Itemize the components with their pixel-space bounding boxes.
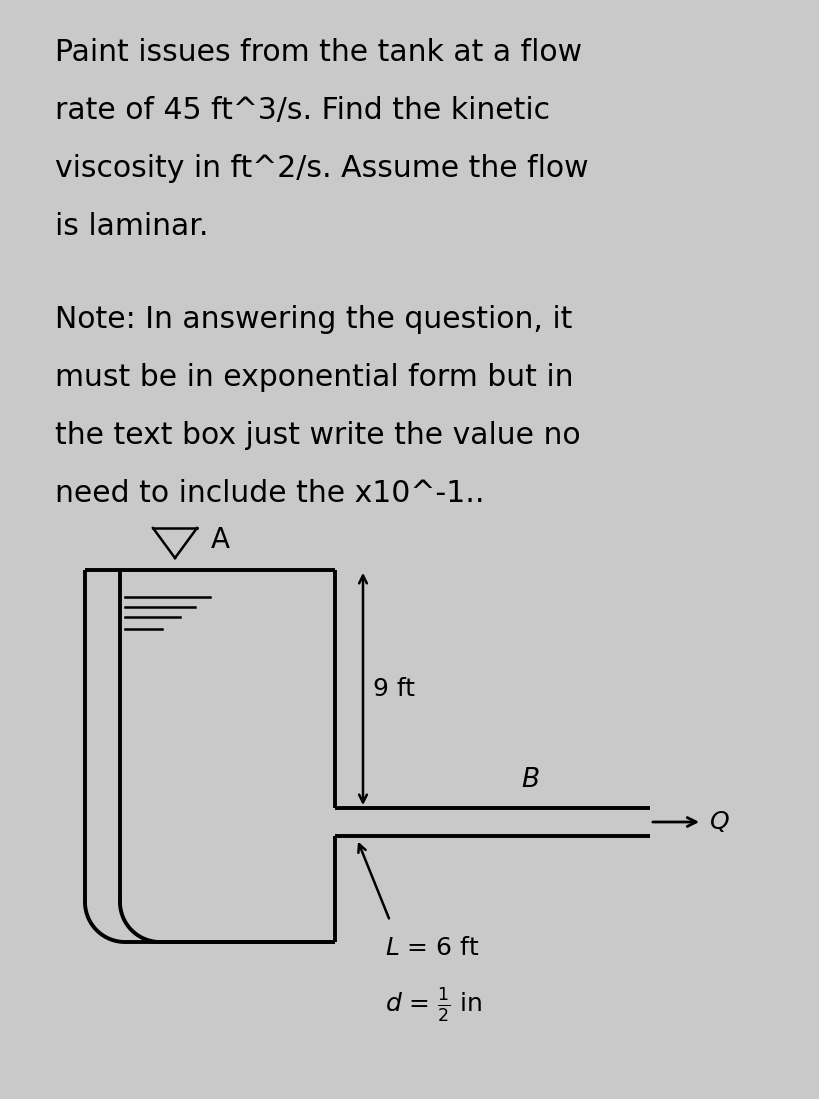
- Text: Note: In answering the question, it: Note: In answering the question, it: [55, 306, 572, 334]
- Text: Q: Q: [709, 810, 729, 834]
- Text: $L$ = 6 ft: $L$ = 6 ft: [385, 936, 479, 961]
- Text: 9 ft: 9 ft: [373, 677, 414, 701]
- Text: B: B: [520, 767, 538, 793]
- Text: viscosity in ft^2/s. Assume the flow: viscosity in ft^2/s. Assume the flow: [55, 154, 588, 184]
- Text: rate of 45 ft^3/s. Find the kinetic: rate of 45 ft^3/s. Find the kinetic: [55, 96, 550, 125]
- Text: the text box just write the value no: the text box just write the value no: [55, 421, 580, 449]
- Text: Paint issues from the tank at a flow: Paint issues from the tank at a flow: [55, 38, 581, 67]
- Text: must be in exponential form but in: must be in exponential form but in: [55, 363, 572, 392]
- Text: is laminar.: is laminar.: [55, 212, 208, 241]
- Text: need to include the x10^-1..: need to include the x10^-1..: [55, 479, 484, 508]
- Text: A: A: [210, 526, 229, 554]
- Text: $d$ = $\frac{1}{2}$ in: $d$ = $\frac{1}{2}$ in: [385, 986, 482, 1024]
